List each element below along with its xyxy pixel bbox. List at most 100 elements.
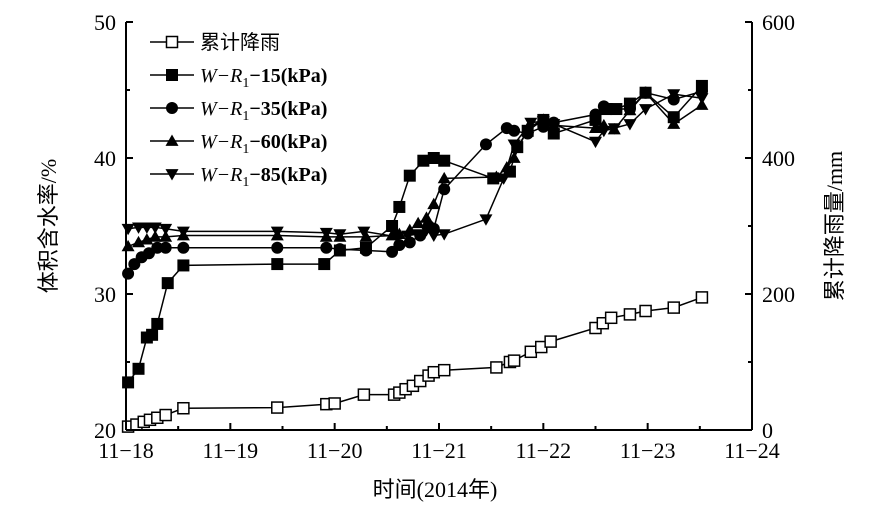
x-tick-label: 11−24 <box>724 438 780 463</box>
legend-item-s60: W−R1−60(kPa) <box>150 131 327 157</box>
data-point-s85 <box>411 229 425 241</box>
data-point-s15 <box>122 376 135 389</box>
x-tick-label: 11−19 <box>203 438 259 463</box>
data-point-s85 <box>507 139 521 151</box>
data-point-s85 <box>159 223 173 236</box>
data-point-rain <box>357 388 371 401</box>
data-point-s60 <box>148 230 162 242</box>
y-left-tick-label: 50 <box>94 10 116 35</box>
x-tick-label: 11−18 <box>98 438 154 463</box>
data-point-rain <box>427 365 441 379</box>
data-point-s85 <box>176 226 190 238</box>
data-point-s35 <box>320 241 333 254</box>
legend-item-s85: W−R1−85(kPa) <box>150 164 327 190</box>
data-point-rain <box>507 354 521 367</box>
data-point-s85 <box>140 222 154 234</box>
data-point-rain <box>667 301 680 314</box>
data-point-s85 <box>357 226 371 238</box>
data-point-s85 <box>695 93 709 105</box>
data-point-rain <box>177 401 190 415</box>
data-point-rain <box>490 361 503 374</box>
data-point-s35 <box>159 241 172 254</box>
data-point-s60 <box>419 211 433 223</box>
data-point-s85 <box>132 222 146 234</box>
data-point-s35 <box>359 244 372 257</box>
legend-marker-s85 <box>165 169 179 181</box>
legend-item-s15: W−R1−15(kPa) <box>150 65 327 91</box>
data-point-s85 <box>270 226 284 238</box>
legend: 累计降雨 W−R1−15(kPa) W−R1−35(kPa) W−R1−60(kPa)… <box>150 31 327 190</box>
data-point-s85 <box>623 119 637 131</box>
data-point-s85 <box>589 136 602 149</box>
data-point-s35 <box>333 243 346 256</box>
y-left-tick-label: 30 <box>94 282 116 307</box>
series-s85 <box>121 89 709 244</box>
data-point-rain <box>159 408 172 422</box>
x-tick-label: 11−23 <box>620 438 676 463</box>
legend-marker-s60 <box>165 134 179 146</box>
data-point-rain <box>437 363 451 377</box>
data-point-s85 <box>148 222 162 234</box>
y-left-tick-label: 20 <box>94 418 116 443</box>
data-point-rain <box>623 308 637 321</box>
data-point-s15 <box>146 328 159 341</box>
data-point-s35 <box>393 239 406 252</box>
legend-label: W−R1−15(kPa) <box>200 65 327 91</box>
data-point-s15 <box>393 200 406 213</box>
legend-label: 累计降雨 <box>200 31 280 54</box>
data-point-s85 <box>121 223 135 236</box>
data-point-s85 <box>536 116 550 128</box>
data-point-s85 <box>639 104 653 116</box>
legend-marker-rain <box>165 35 179 49</box>
data-point-s85 <box>419 225 433 237</box>
data-point-s85 <box>437 229 451 241</box>
data-point-s15 <box>161 277 174 290</box>
data-point-rain <box>639 304 652 318</box>
data-point-s85 <box>607 123 621 135</box>
y-right-tick-label: 600 <box>762 10 795 35</box>
data-point-s15 <box>427 152 440 164</box>
data-point-s60 <box>667 117 681 129</box>
data-point-s60 <box>507 151 521 163</box>
data-point-s35 <box>589 108 602 121</box>
data-point-s15 <box>271 258 284 271</box>
x-tick-label: 11−21 <box>411 438 467 463</box>
data-point-s60 <box>359 230 373 242</box>
data-point-s85 <box>524 117 538 130</box>
series-rain <box>121 291 709 433</box>
x-axis-title: 时间(2014年) <box>373 477 498 502</box>
y-right-tick-label: 200 <box>762 282 795 307</box>
data-point-rain <box>544 335 557 348</box>
legend-marker-s15 <box>166 69 178 81</box>
data-point-s15 <box>438 154 451 167</box>
data-point-s60 <box>121 239 135 252</box>
data-point-s60 <box>437 171 451 184</box>
data-point-s15 <box>318 258 331 271</box>
y-left-tick-label: 40 <box>94 146 116 171</box>
legend-label: W−R1−35(kPa) <box>200 98 327 124</box>
data-point-s15 <box>403 169 416 182</box>
data-point-s60 <box>427 197 441 210</box>
data-point-s85 <box>497 173 511 185</box>
data-point-s35 <box>177 241 190 254</box>
data-point-s60 <box>489 170 503 182</box>
data-point-s35 <box>508 124 521 137</box>
data-point-s35 <box>605 103 618 116</box>
data-point-rain <box>695 291 709 304</box>
y-right-axis-title: 累计降雨量/mm <box>822 151 847 301</box>
legend-marker-s35 <box>166 102 178 114</box>
y-left-axis-title: 体积含水率/% <box>36 159 61 293</box>
data-point-s85 <box>667 89 681 101</box>
legend-item-s35: W−R1−35(kPa) <box>150 98 327 124</box>
data-point-s85 <box>597 125 611 138</box>
data-point-s85 <box>401 230 415 243</box>
data-point-s35 <box>151 241 164 254</box>
data-point-s60 <box>159 230 173 242</box>
data-point-s60 <box>639 86 653 98</box>
data-point-s85 <box>427 230 441 243</box>
y-right-tick-label: 400 <box>762 146 795 171</box>
data-point-s15 <box>177 259 190 272</box>
data-point-s60 <box>623 103 637 116</box>
data-point-s15 <box>417 154 430 167</box>
